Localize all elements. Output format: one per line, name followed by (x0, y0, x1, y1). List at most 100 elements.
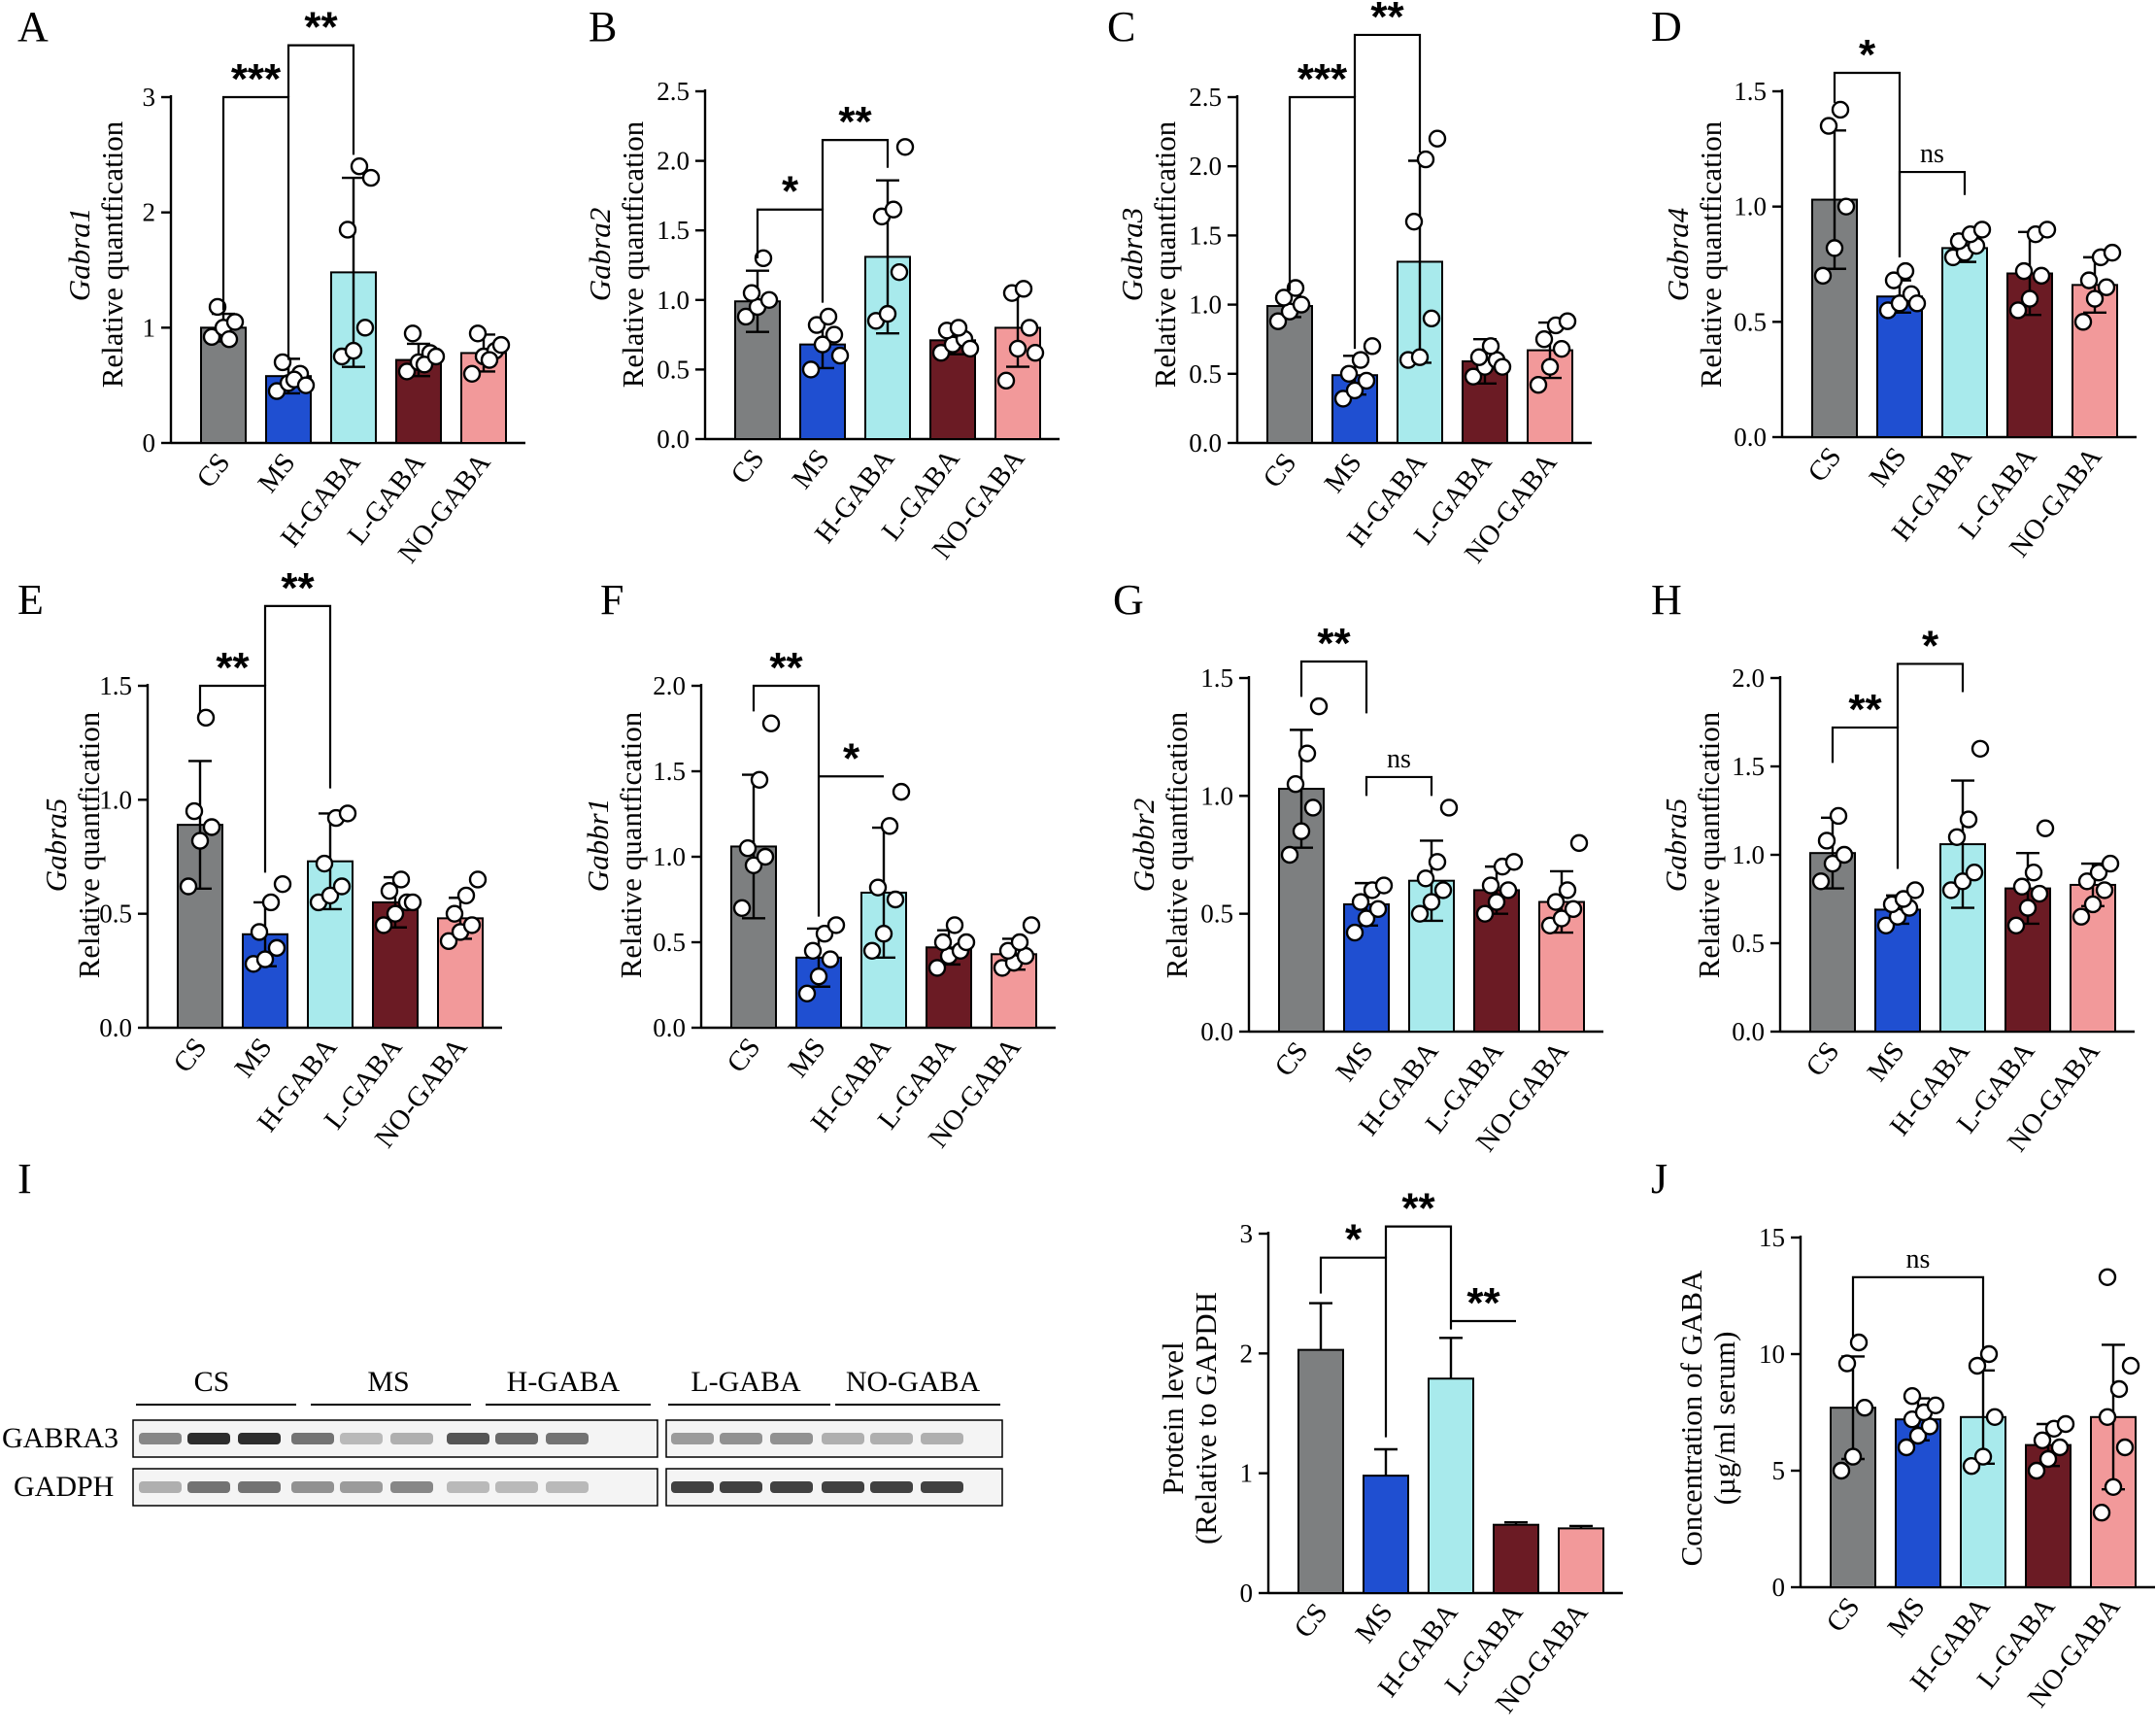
chart-panel-a: A Gabra1 Relative quantfication 0 1 2 3 CS MS… (17, 3, 525, 569)
data-point (338, 804, 357, 823)
data-point (931, 344, 951, 362)
data-point (2038, 221, 2057, 239)
data-point (273, 874, 292, 894)
data-point (880, 817, 899, 835)
chart-panel-c: C Gabra3 Relative quantfication 0.0 0.5 1.… (1107, 0, 1592, 569)
significance-label: ** (216, 644, 250, 692)
y-axis-label: Relative quantfication (1694, 120, 1728, 388)
y-tick-label: 1 (1240, 1459, 1254, 1488)
blot-group-label: MS (367, 1366, 409, 1398)
data-point (403, 893, 422, 912)
y-axis-label: Relative quantfication (614, 711, 648, 978)
data-point (2101, 854, 2120, 873)
significance-bracket (221, 95, 290, 360)
blot-band (340, 1481, 383, 1493)
data-point (320, 886, 340, 905)
data-point (1428, 129, 1447, 148)
bar-ms (1363, 1475, 1409, 1594)
data-point (1884, 271, 1903, 289)
significance-label: ** (769, 644, 803, 692)
y-tick-label: 1.0 (99, 785, 132, 814)
data-point (1464, 367, 1483, 386)
data-point (1876, 916, 1896, 934)
data-point (754, 249, 773, 268)
data-point (1962, 1456, 1981, 1476)
data-point (1907, 294, 1927, 313)
data-point (1905, 881, 1925, 899)
data-point (1529, 375, 1548, 394)
x-tick-label: MS (252, 448, 301, 499)
data-point (332, 877, 352, 896)
significance-bracket (198, 684, 267, 873)
y-tick-label: 1 (143, 313, 156, 342)
data-point (344, 341, 363, 360)
blot-band (390, 1433, 433, 1444)
data-point (1008, 339, 1027, 358)
data-point (1817, 832, 1836, 850)
data-point (1022, 916, 1041, 934)
panel-label: J (1651, 1155, 1668, 1203)
bar-cs (1830, 1407, 1876, 1588)
data-point (2098, 1268, 2117, 1287)
data-point (1416, 150, 1435, 169)
bar-cs (200, 326, 247, 445)
y-tick-label: 2 (1240, 1339, 1254, 1368)
significance-bracket (1851, 1275, 1985, 1350)
data-point (927, 959, 947, 977)
y-axis-gene-label: Gabbr2 (1127, 798, 1161, 892)
y-axis-label: Relative quantfication (1692, 711, 1726, 978)
y-tick-label: 1.5 (657, 216, 690, 245)
data-point (273, 353, 292, 372)
data-point (179, 877, 198, 896)
data-point (361, 168, 381, 187)
significance-bracket (821, 139, 890, 210)
data-point (1968, 1356, 1987, 1375)
data-point (202, 327, 221, 347)
data-point (315, 854, 334, 873)
data-point (1416, 869, 1435, 888)
blot-band (139, 1481, 182, 1493)
western-blot: I CS MS H-GABA L-GABA NO-GABA GABRA3 GAD… (2, 1155, 1003, 1507)
data-point (890, 262, 909, 282)
y-tick-label: 1.5 (99, 671, 132, 700)
data-point (1504, 853, 1524, 871)
data-point (830, 346, 850, 365)
blot-band (447, 1481, 489, 1493)
y-axis-label: Relative quantfication (616, 120, 650, 388)
bar-ms (1895, 1418, 1941, 1588)
data-point (2014, 261, 2034, 281)
significance-label: * (843, 734, 860, 782)
blot-band (139, 1433, 182, 1444)
data-point (480, 351, 499, 369)
data-point (2072, 907, 2091, 926)
y-tick-label: 2 (143, 198, 156, 227)
data-point (801, 360, 821, 379)
significance-bracket (1288, 95, 1357, 350)
data-point (1469, 348, 1489, 366)
x-tick-label: CS (721, 1033, 766, 1079)
y-tick-label: 5 (1772, 1456, 1786, 1485)
y-tick-label: 2.0 (657, 147, 690, 176)
data-point (2109, 1379, 2129, 1399)
data-point (1569, 833, 1589, 853)
data-point (756, 847, 775, 866)
data-point (2012, 877, 2032, 896)
data-point (803, 941, 823, 960)
data-point (1292, 295, 1311, 314)
x-tick-label: CS (190, 448, 236, 494)
blot-band (870, 1433, 913, 1444)
chart-panel-i: Protein level (Relative to GAPDH 0 1 2 3 CS M… (1156, 1185, 1623, 1719)
data-point (1843, 1447, 1863, 1466)
y-axis-gene-label: Gabra4 (1661, 208, 1695, 301)
significance-bracket (1353, 33, 1422, 153)
data-point (884, 200, 903, 219)
data-point (813, 335, 832, 354)
blot-band (238, 1481, 281, 1493)
chart-panel-j: J Concentration of GABA (µg/ml serum) 0 5… (1651, 1155, 2155, 1714)
y-axis-gene-label: Gabbr1 (581, 798, 615, 892)
data-point (2020, 289, 2039, 308)
significance-label: ** (1466, 1279, 1500, 1327)
data-point (250, 923, 269, 941)
significance-bracket (752, 684, 821, 917)
data-point (1020, 319, 1039, 337)
